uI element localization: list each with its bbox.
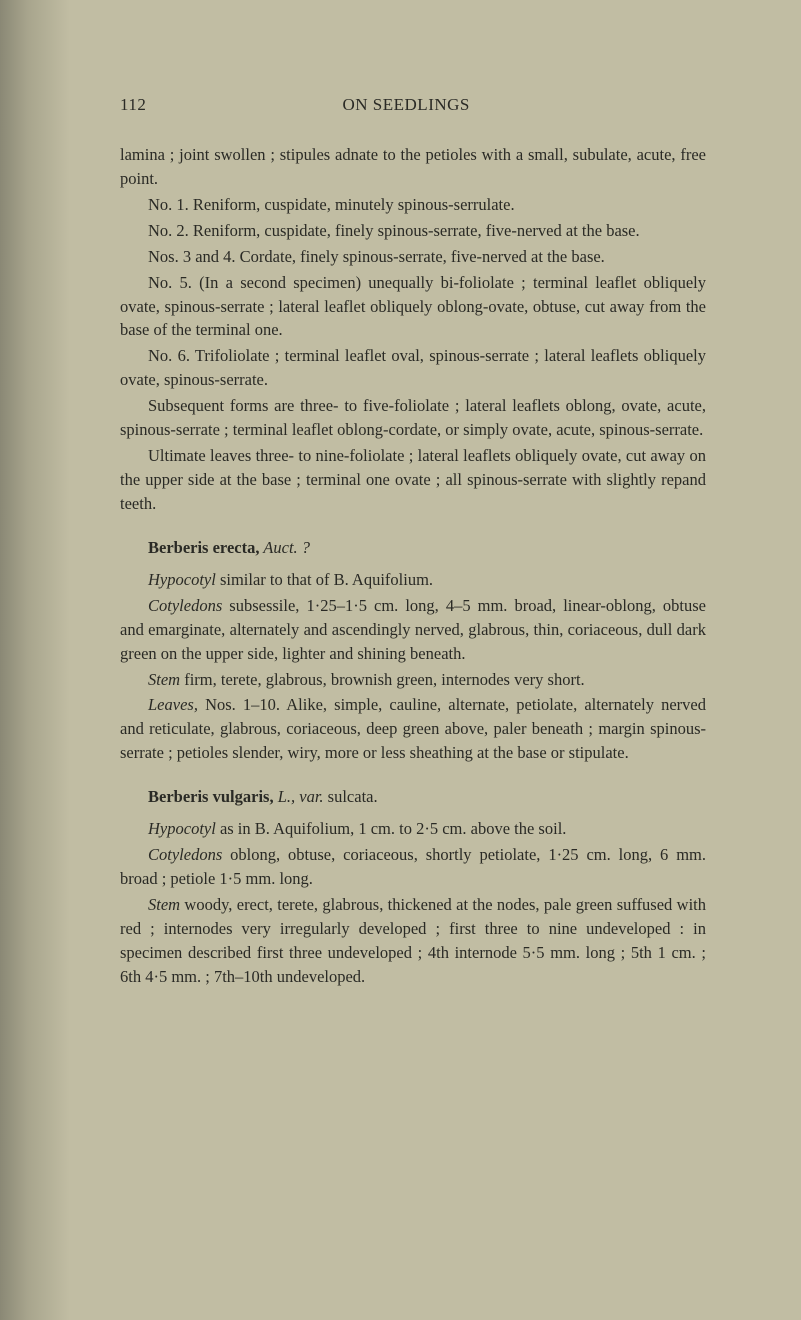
text-run: Subsequent forms are three- to five-foli… [120,396,706,439]
text-run: as in B. Aquifolium, 1 cm. to 2·5 cm. ab… [216,819,567,838]
text-run: similar to that of B. Aquifolium. [216,570,433,589]
paragraph: Hypocotyl similar to that of B. Aquifoli… [120,568,706,592]
text-run: Nos. 3 and 4. Cordate, finely spinous-se… [148,247,605,266]
paragraph: Stem firm, terete, glabrous, brownish gr… [120,668,706,692]
term-italic: Stem [148,670,180,689]
section-head-vulgaris: Berberis vulgaris, L., var. sulcata. [120,787,706,807]
section-head-erecta: Berberis erecta, Auct. ? [120,538,706,558]
paragraph: Stem woody, erect, terete, glabrous, thi… [120,893,706,989]
paragraph: No. 1. Reniform, cuspidate, minutely spi… [120,193,706,217]
paragraph: Leaves, Nos. 1–10. Alike, simple, caulin… [120,693,706,765]
body-block-erecta: Hypocotyl similar to that of B. Aquifoli… [120,568,706,765]
term-italic: Stem [148,895,180,914]
text-run: No. 2. Reniform, cuspidate, finely spino… [148,221,640,240]
paragraph: No. 2. Reniform, cuspidate, finely spino… [120,219,706,243]
paragraph: Subsequent forms are three- to five-foli… [120,394,706,442]
text-run: lamina ; joint swollen ; stipules adnate… [120,145,706,188]
text-run: No. 5. (In a second specimen) unequally … [120,273,706,340]
book-page: 112 ON SEEDLINGS lamina ; joint swollen … [0,0,801,1320]
species-name: Berberis vulgaris, [148,787,274,806]
body-block-intro: lamina ; joint swollen ; stipules adnate… [120,143,706,516]
paragraph: Nos. 3 and 4. Cordate, finely spinous-se… [120,245,706,269]
text-run: No. 6. Trifoliolate ; terminal leaflet o… [120,346,706,389]
text-run: woody, erect, terete, glabrous, thickene… [120,895,706,986]
paragraph: No. 5. (In a second specimen) unequally … [120,271,706,343]
term-italic: Cotyledons [148,845,222,864]
text-run: Nos. 1–10. Alike, simple, cauline, alter… [120,695,706,762]
text-run: firm, terete, glabrous, brownish green, … [180,670,585,689]
species-authority: L., var. [274,787,324,806]
paragraph: Cotyledons subsessile, 1·25–1·5 cm. long… [120,594,706,666]
paragraph: Ultimate leaves three- to nine-foliolate… [120,444,706,516]
body-block-vulgaris: Hypocotyl as in B. Aquifolium, 1 cm. to … [120,817,706,988]
paragraph: lamina ; joint swollen ; stipules adnate… [120,143,706,191]
term-italic: Hypocotyl [148,819,216,838]
text-run: Ultimate leaves three- to nine-foliolate… [120,446,706,513]
paragraph: Cotyledons oblong, obtuse, coriaceous, s… [120,843,706,891]
species-name: Berberis erecta, [148,538,259,557]
species-authority: Auct. ? [259,538,310,557]
term-italic: Leaves, [148,695,198,714]
paragraph: Hypocotyl as in B. Aquifolium, 1 cm. to … [120,817,706,841]
term-italic: Hypocotyl [148,570,216,589]
page-header: 112 ON SEEDLINGS [120,95,706,115]
term-italic: Cotyledons [148,596,222,615]
text-run: No. 1. Reniform, cuspidate, minutely spi… [148,195,515,214]
paragraph: No. 6. Trifoliolate ; terminal leaflet o… [120,344,706,392]
page-number: 112 [120,95,146,115]
running-head: ON SEEDLINGS [146,95,706,115]
species-variety: sulcata. [324,787,378,806]
